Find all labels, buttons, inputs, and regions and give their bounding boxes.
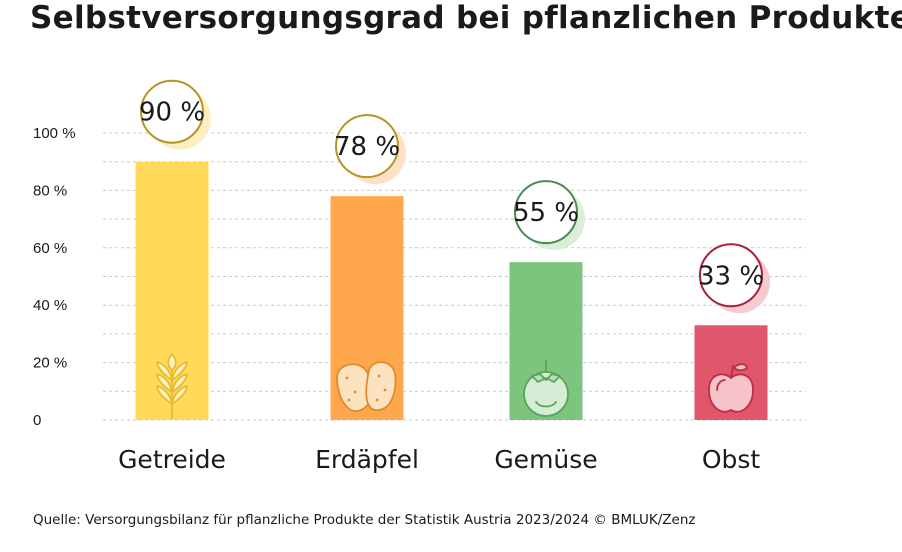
tomato-icon bbox=[523, 359, 569, 417]
chart-title: Selbstversorgungsgrad bei pflanzlichen P… bbox=[30, 0, 902, 36]
y-tick-label: 40 % bbox=[33, 297, 67, 314]
x-tick-label: Erdäpfel bbox=[315, 445, 419, 474]
y-tick-label: 100 % bbox=[33, 125, 76, 142]
source-note: Quelle: Versorgungsbilanz für pflanzlich… bbox=[33, 512, 696, 528]
y-tick-label: 20 % bbox=[33, 355, 67, 372]
y-tick-label: 0 bbox=[33, 412, 41, 429]
data-label: 90 % bbox=[139, 98, 205, 128]
bar-chart: 0 20 % 40 % 60 % 80 % 100 % 90 % Getreide 78 % Er… bbox=[33, 79, 806, 474]
data-label-bubble bbox=[514, 180, 578, 245]
y-tick-label: 80 % bbox=[33, 182, 67, 199]
data-label: 33 % bbox=[698, 261, 764, 291]
y-tick-label: 60 % bbox=[33, 240, 67, 257]
data-label-bubble bbox=[335, 114, 399, 179]
data-label: 55 % bbox=[513, 198, 579, 228]
data-label-bubble bbox=[699, 243, 763, 308]
data-label-bubble bbox=[140, 79, 204, 144]
potato-icon bbox=[336, 361, 397, 412]
x-tick-label: Gemüse bbox=[494, 445, 597, 474]
x-tick-label: Getreide bbox=[118, 445, 226, 474]
wheat-icon bbox=[156, 353, 188, 419]
data-label: 78 % bbox=[334, 132, 400, 162]
apple-icon bbox=[708, 363, 754, 413]
x-tick-label: Obst bbox=[702, 445, 761, 474]
